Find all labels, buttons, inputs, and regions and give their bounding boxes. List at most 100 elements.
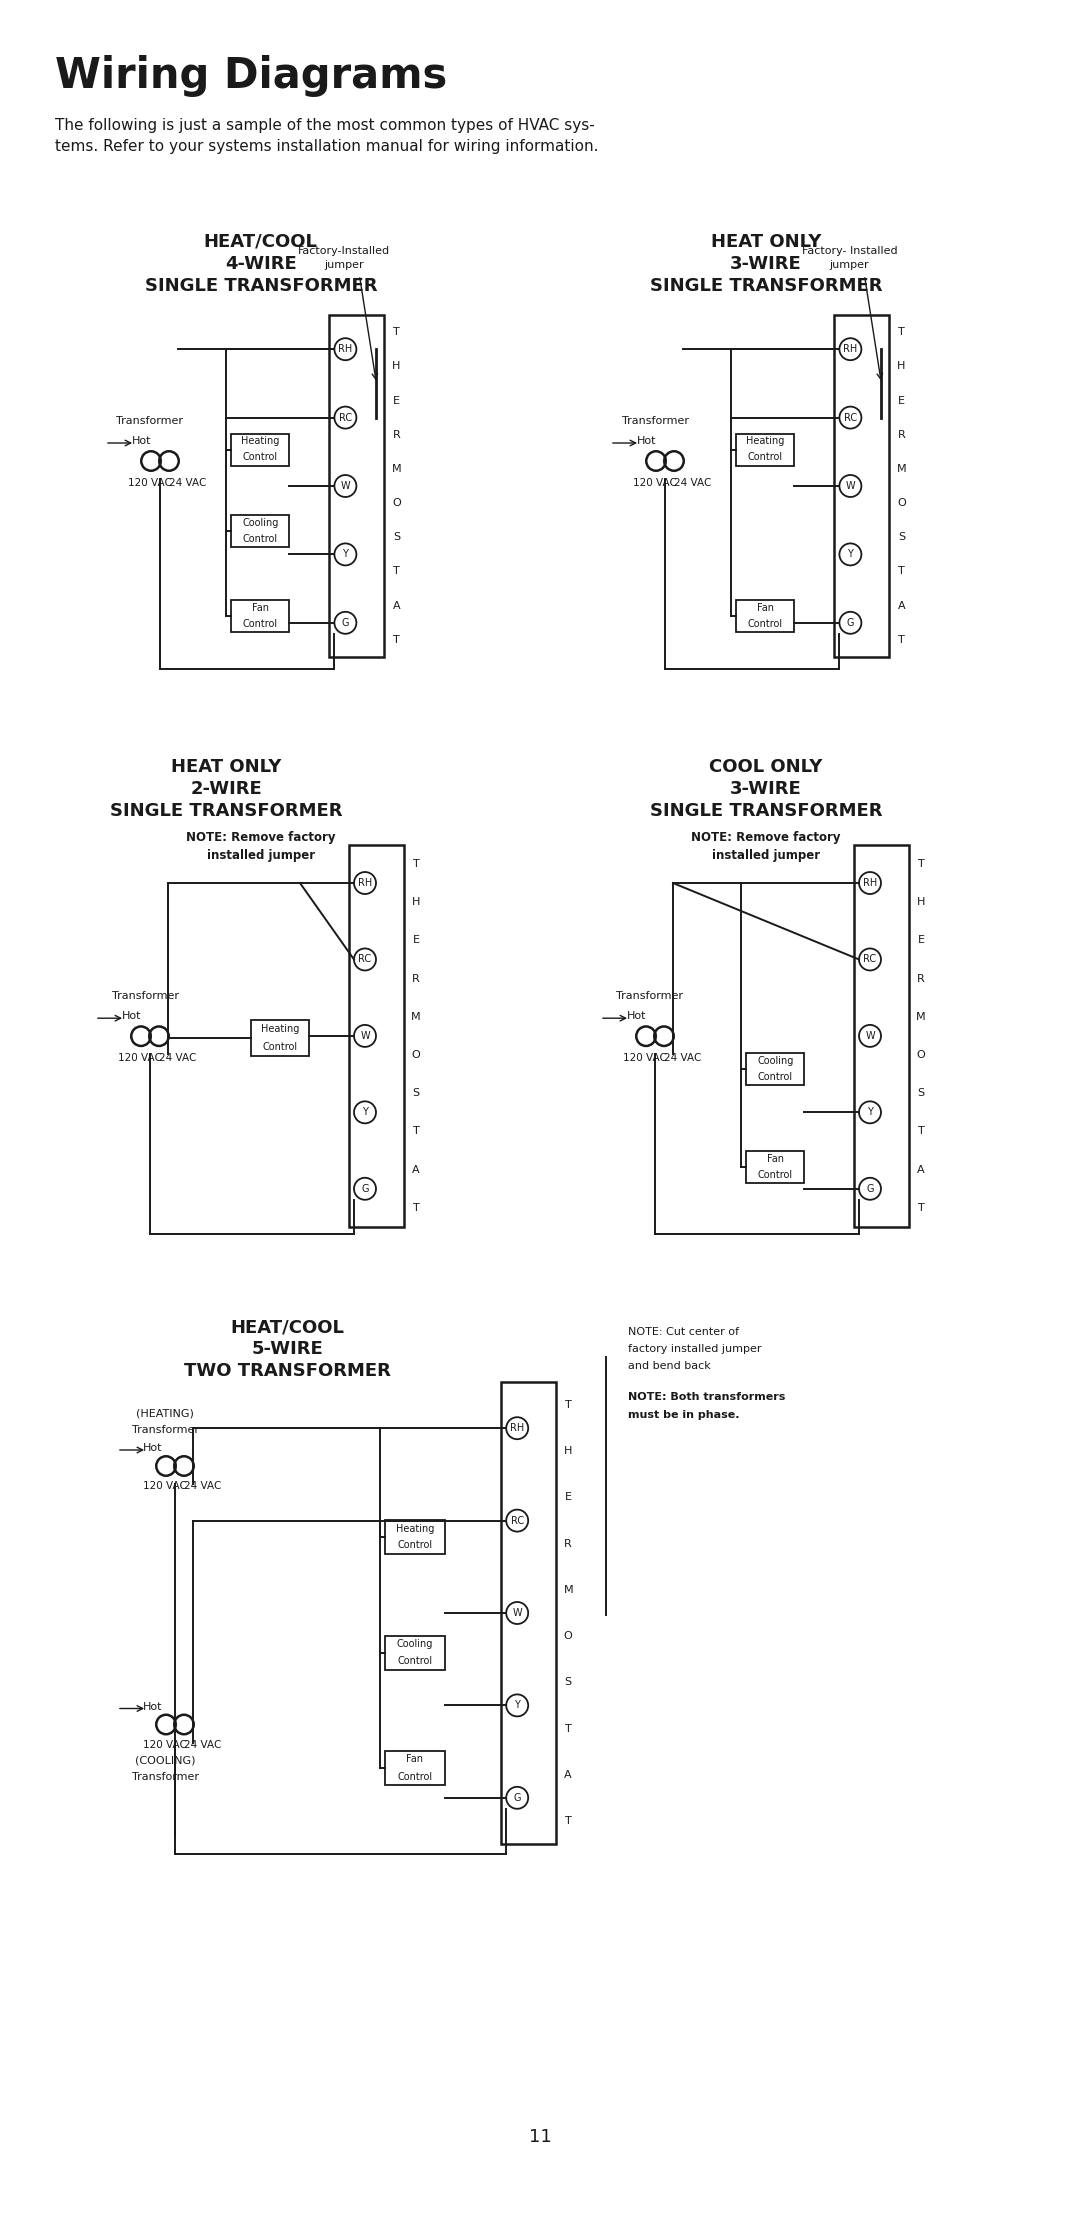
Circle shape (335, 339, 356, 359)
Text: 2-WIRE: 2-WIRE (191, 779, 262, 799)
Text: M: M (896, 464, 906, 473)
Text: H: H (392, 362, 401, 371)
Bar (231, 600, 289, 632)
Text: T: T (413, 1127, 419, 1136)
Text: G: G (513, 1792, 521, 1803)
Text: M: M (916, 1011, 926, 1022)
Text: O: O (411, 1049, 420, 1060)
Text: Y: Y (362, 1107, 368, 1118)
Circle shape (507, 1417, 528, 1440)
Text: RC: RC (511, 1516, 524, 1527)
Text: 120 VAC: 120 VAC (118, 1054, 162, 1062)
Text: Hot: Hot (637, 435, 657, 446)
Text: Fan: Fan (757, 603, 774, 614)
Text: Y: Y (848, 549, 853, 560)
Bar (737, 433, 795, 466)
Text: 3-WIRE: 3-WIRE (730, 779, 801, 799)
Text: 4-WIRE: 4-WIRE (225, 254, 297, 272)
Text: Hot: Hot (132, 435, 152, 446)
Text: 24 VAC: 24 VAC (674, 478, 712, 489)
Text: T: T (899, 567, 905, 576)
Text: The following is just a sample of the most common types of HVAC sys-
tems. Refer: The following is just a sample of the mo… (55, 118, 598, 154)
Text: SINGLE TRANSFORMER: SINGLE TRANSFORMER (649, 277, 882, 295)
Text: R: R (392, 431, 401, 440)
Circle shape (335, 406, 356, 429)
Text: S: S (393, 531, 400, 542)
Text: Factory-Installed: Factory-Installed (298, 246, 391, 257)
Text: E: E (413, 935, 419, 946)
Text: Cooling: Cooling (242, 518, 279, 527)
Text: T: T (899, 328, 905, 337)
Circle shape (839, 475, 862, 498)
Text: 24 VAC: 24 VAC (664, 1054, 702, 1062)
Text: HEAT ONLY: HEAT ONLY (711, 232, 821, 250)
Text: R: R (897, 431, 905, 440)
Text: Heating: Heating (260, 1024, 299, 1033)
Text: Hot: Hot (144, 1701, 163, 1712)
Text: SINGLE TRANSFORMER: SINGLE TRANSFORMER (145, 277, 377, 295)
Text: A: A (565, 1770, 572, 1779)
Text: NOTE: Cut center of: NOTE: Cut center of (627, 1328, 739, 1337)
Text: 3-WIRE: 3-WIRE (730, 254, 801, 272)
Text: H: H (564, 1446, 572, 1455)
Text: T: T (565, 1723, 571, 1734)
Circle shape (507, 1788, 528, 1808)
Text: Fan: Fan (767, 1154, 784, 1165)
Text: Fan: Fan (252, 603, 269, 614)
Text: T: T (918, 859, 924, 868)
Text: M: M (411, 1011, 421, 1022)
Text: 120 VAC: 120 VAC (143, 1482, 187, 1491)
Text: O: O (564, 1632, 572, 1641)
Bar (384, 1520, 445, 1553)
Text: Factory- Installed: Factory- Installed (801, 246, 897, 257)
Text: Y: Y (514, 1701, 521, 1710)
Text: G: G (847, 618, 854, 627)
Text: installed jumper: installed jumper (206, 848, 315, 862)
Text: O: O (917, 1049, 926, 1060)
Text: W: W (361, 1031, 369, 1040)
Text: HEAT/COOL: HEAT/COOL (204, 232, 318, 250)
Text: A: A (413, 1165, 420, 1174)
Text: O: O (392, 498, 401, 509)
Text: G: G (361, 1183, 368, 1194)
Text: M: M (392, 464, 401, 473)
Text: Control: Control (747, 453, 783, 462)
Text: T: T (918, 1203, 924, 1212)
Text: Hot: Hot (144, 1444, 163, 1453)
Text: T: T (393, 634, 400, 645)
Circle shape (507, 1509, 528, 1531)
Text: E: E (918, 935, 924, 946)
Text: Heating: Heating (241, 437, 280, 446)
Text: 5-WIRE: 5-WIRE (252, 1339, 324, 1357)
Text: A: A (393, 600, 401, 612)
Text: (COOLING): (COOLING) (135, 1757, 195, 1766)
Text: 120 VAC: 120 VAC (143, 1739, 187, 1750)
Text: and bend back: and bend back (627, 1362, 711, 1370)
Text: 24 VAC: 24 VAC (185, 1739, 221, 1750)
Text: 11: 11 (528, 2127, 552, 2145)
Text: 120 VAC: 120 VAC (623, 1054, 667, 1062)
Bar (854, 844, 909, 1228)
Text: Fan: Fan (406, 1754, 423, 1766)
Text: H: H (897, 362, 906, 371)
Text: RH: RH (510, 1424, 524, 1433)
Text: RH: RH (863, 877, 877, 888)
Text: Control: Control (397, 1540, 432, 1551)
Text: T: T (899, 634, 905, 645)
Circle shape (839, 612, 862, 634)
Circle shape (335, 612, 356, 634)
Text: RH: RH (338, 344, 352, 355)
Text: RC: RC (339, 413, 352, 422)
Text: W: W (865, 1031, 875, 1040)
Text: E: E (565, 1493, 571, 1502)
Text: Transformer: Transformer (117, 415, 184, 426)
Circle shape (507, 1603, 528, 1625)
Circle shape (859, 873, 881, 895)
Text: S: S (413, 1089, 419, 1098)
Text: Control: Control (262, 1042, 298, 1051)
Text: R: R (565, 1538, 572, 1549)
Text: 24 VAC: 24 VAC (170, 478, 206, 489)
Bar (349, 844, 404, 1228)
Text: W: W (512, 1607, 522, 1618)
Text: RH: RH (843, 344, 858, 355)
